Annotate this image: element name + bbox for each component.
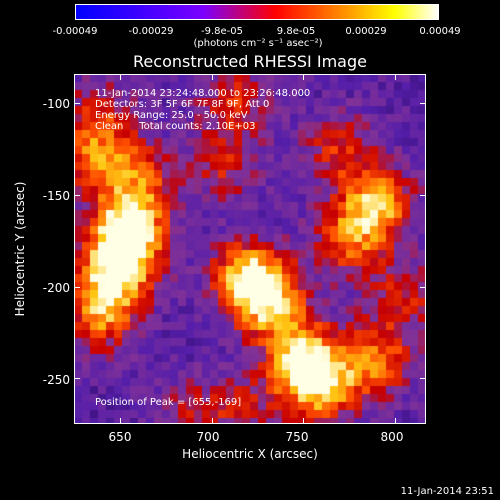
y-tick-label: -100 xyxy=(42,97,70,111)
x-tick-label: 800 xyxy=(380,430,404,444)
time-range-text: 11-Jan-2014 23:24:48.000 to 23:26:48.000 xyxy=(95,88,311,99)
y-tick-label: -150 xyxy=(42,189,70,203)
colorbar-tick-label: 0.00049 xyxy=(419,26,461,37)
y-tick-mark xyxy=(420,194,426,196)
x-axis-label: Heliocentric X (arcsec) xyxy=(182,447,318,461)
chart-title: Reconstructed RHESSI Image xyxy=(133,52,367,71)
x-tick-mark xyxy=(394,418,396,424)
x-tick-mark xyxy=(211,74,213,80)
colorbar-tick-label: -9.8e-05 xyxy=(201,26,243,37)
y-tick-mark xyxy=(74,103,80,105)
x-tick-mark xyxy=(119,418,121,424)
y-tick-mark xyxy=(420,378,426,380)
x-tick-mark xyxy=(303,74,305,80)
x-tick-mark xyxy=(303,418,305,424)
y-tick-mark xyxy=(420,103,426,105)
detectors-text: Detectors: 3F 5F 6F 7F 8F 9F, Att 0 xyxy=(95,99,270,110)
colorbar xyxy=(75,4,439,20)
colorbar-tick-label: -0.00029 xyxy=(128,26,174,37)
y-tick-label: -250 xyxy=(42,373,70,387)
colorbar-tick-label: -0.00049 xyxy=(52,26,98,37)
y-tick-mark xyxy=(74,286,80,288)
plot-timestamp: 11-Jan-2014 23:51 xyxy=(400,486,494,497)
colorbar-tick-label: 0.00029 xyxy=(345,26,387,37)
peak-position-text: Position of Peak = [655,-169] xyxy=(95,397,242,408)
x-tick-label: 650 xyxy=(108,430,132,444)
image-annotation: 11-Jan-2014 23:24:48.000 to 23:26:48.000… xyxy=(95,88,310,132)
y-tick-label: -200 xyxy=(42,281,70,295)
x-tick-mark xyxy=(394,74,396,80)
clean-counts-text: Clean Total counts: 2.10E+03 xyxy=(95,121,256,132)
y-axis-label: Heliocentric Y (arcsec) xyxy=(13,181,27,317)
energy-range-text: Energy Range: 25.0 - 50.0 keV xyxy=(95,110,248,121)
colorbar-units: (photons cm⁻² s⁻¹ asec⁻²) xyxy=(193,38,323,49)
x-tick-label: 700 xyxy=(196,430,220,444)
y-tick-mark xyxy=(74,194,80,196)
heatmap-image xyxy=(74,74,426,424)
x-tick-label: 750 xyxy=(285,430,309,444)
plot-area xyxy=(74,74,426,424)
colorbar-tick-label: 9.8e-05 xyxy=(276,26,316,37)
x-tick-mark xyxy=(211,418,213,424)
x-tick-mark xyxy=(119,74,121,80)
y-tick-mark xyxy=(420,286,426,288)
y-tick-mark xyxy=(74,378,80,380)
